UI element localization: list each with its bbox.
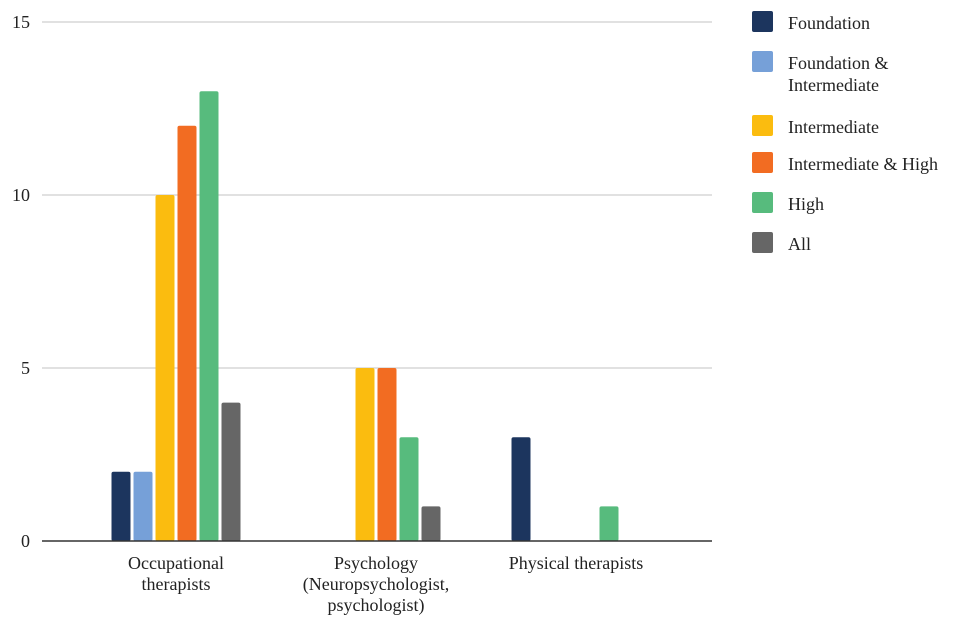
legend-label-line: Foundation & xyxy=(788,53,889,73)
category-label-line: Physical therapists xyxy=(509,553,643,573)
gridlines xyxy=(42,21,712,369)
bar-foundation-2 xyxy=(511,437,531,541)
bar-intermediate-1 xyxy=(355,368,375,541)
legend-label: Intermediate xyxy=(788,117,879,137)
legend-swatch xyxy=(752,192,773,213)
category-label-line: (Neuropsychologist, xyxy=(303,574,449,595)
legend-swatch xyxy=(752,115,773,136)
category-label-line: Psychology xyxy=(334,553,418,573)
bar-foundation-intermediate-0 xyxy=(133,471,153,541)
category-label: Psychology (Neuropsychologist, psychologis… xyxy=(303,553,449,616)
category-label: Occupational therapists xyxy=(128,553,224,594)
y-tick-label: 15 xyxy=(12,12,30,32)
legend-label-line: High xyxy=(788,194,824,214)
legend-label-line: All xyxy=(788,234,811,254)
legend-label-line: Intermediate xyxy=(788,75,879,95)
category-labels: Occupational therapists Psychology (Neurops… xyxy=(128,553,643,616)
bar-high-2 xyxy=(599,506,619,541)
legend-label: High xyxy=(788,194,824,214)
category-label-line: therapists xyxy=(142,574,211,594)
bar-intermediate-high-1 xyxy=(377,368,397,541)
legend-label-line: Intermediate xyxy=(788,117,879,137)
category-label: Physical therapists xyxy=(509,553,643,573)
bar-all-0 xyxy=(221,402,241,541)
legend-swatch xyxy=(752,11,773,32)
category-label-line: Occupational xyxy=(128,553,224,573)
bar-high-1 xyxy=(399,437,419,541)
y-axis-ticks: 0 5 10 15 xyxy=(12,12,30,551)
y-tick-label: 0 xyxy=(21,531,30,551)
legend-swatch xyxy=(752,152,773,173)
bar-intermediate-0 xyxy=(155,195,175,541)
bars xyxy=(111,91,619,542)
bar-high-0 xyxy=(199,91,219,541)
bar-all-1 xyxy=(421,506,441,541)
category-label-line: psychologist) xyxy=(328,595,425,616)
y-tick-label: 10 xyxy=(12,185,30,205)
legend-swatch xyxy=(752,232,773,253)
legend-label: All xyxy=(788,234,811,254)
legend-label-line: Intermediate & High xyxy=(788,154,938,174)
bar-foundation-0 xyxy=(111,471,131,541)
legend-label-line: Foundation xyxy=(788,13,870,33)
bar-intermediate-high-0 xyxy=(177,125,197,542)
legend-label: Intermediate & High xyxy=(788,154,938,174)
legend-label: Foundation xyxy=(788,13,870,33)
legend-swatch xyxy=(752,51,773,72)
y-tick-label: 5 xyxy=(21,358,30,378)
legend-label: Foundation & Intermediate xyxy=(788,53,889,95)
